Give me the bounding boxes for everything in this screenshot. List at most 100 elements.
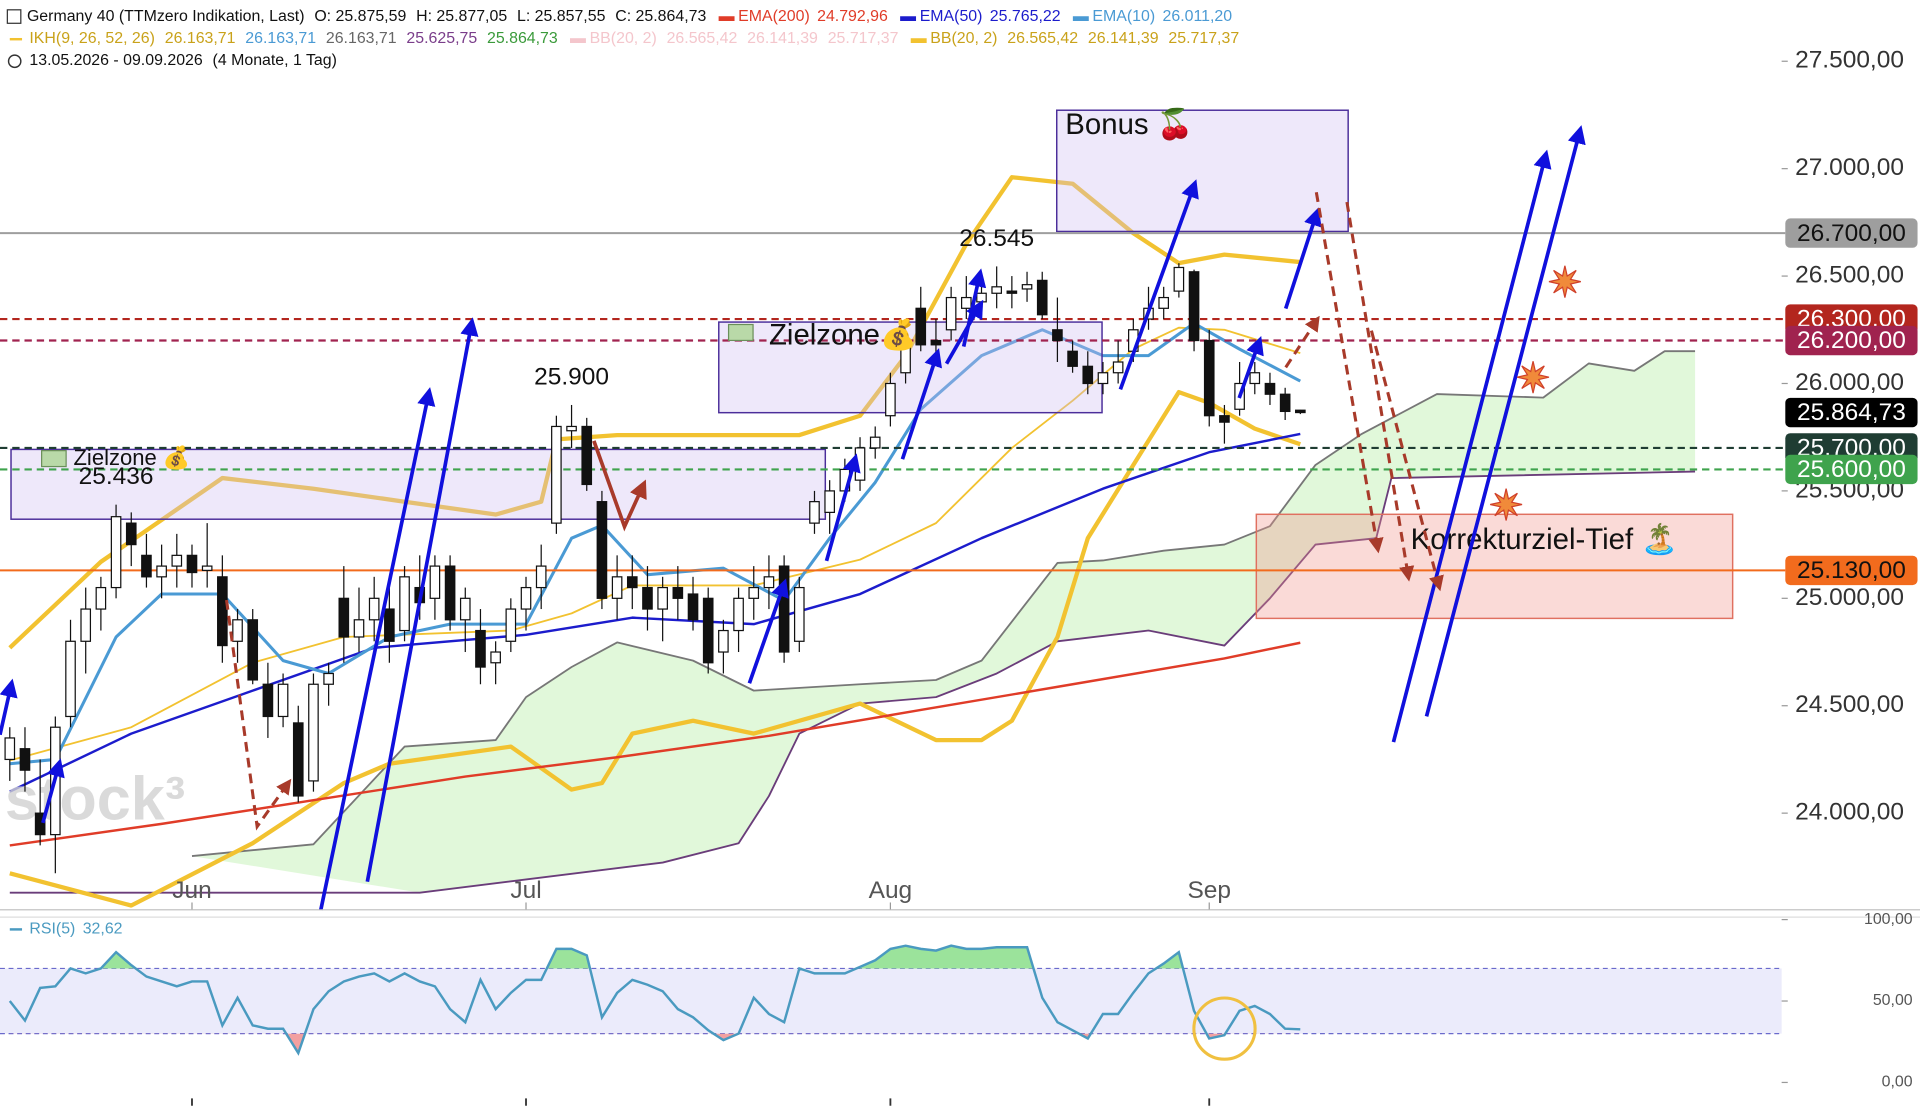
candle-body (976, 292, 987, 303)
quote-value: C: 25.864,73 (615, 8, 706, 25)
candle-body (900, 339, 911, 374)
quote-value: L: 25.857,55 (517, 8, 606, 25)
ema-line (9, 641, 1301, 847)
legend-value: 26.141,39 (747, 30, 818, 47)
burst-icon (1517, 361, 1550, 394)
level-label-bg (1785, 325, 1918, 356)
candle-body (718, 629, 729, 653)
legend-dash: ▬ (719, 8, 735, 25)
trend-arrow (1424, 125, 1586, 717)
candle-body (1173, 266, 1185, 292)
candle-body (65, 640, 76, 718)
candle-body (566, 425, 577, 432)
ichimoku-span-b (9, 470, 1696, 894)
rsi-tick-label: 0,00 (1882, 1074, 1913, 1091)
legend-value: 25.864,73 (487, 30, 558, 47)
burst-icon (1490, 488, 1523, 521)
candle-body (338, 597, 350, 638)
highlight-circle (1192, 996, 1257, 1061)
candle-body (505, 608, 517, 642)
legend-value: 24.792,96 (817, 8, 888, 25)
candle-body (960, 296, 972, 309)
zone-label: Bonus 🍒 (1065, 107, 1193, 142)
candle-body (535, 565, 547, 589)
legend-name: EMA(10) (1092, 8, 1155, 25)
trend-arrow (319, 387, 436, 911)
bollinger-lower (9, 389, 1301, 908)
high-label: 25.436 (79, 463, 154, 490)
rsi-band (0, 968, 1782, 1034)
high-label: 26.545 (959, 225, 1034, 252)
y-tick-label: 26.500,00 (1795, 262, 1904, 289)
candle-body (945, 296, 957, 331)
candle-body (110, 516, 122, 589)
candle-body (748, 586, 760, 599)
legend-name: BB(20, 2) (930, 30, 997, 47)
header-row: IKH(9, 26, 52, 26) 26.163,71 26.163,71 26.1… (29, 30, 1239, 47)
candle-body (1097, 372, 1109, 385)
zone-box (1056, 109, 1349, 233)
candle-body (1249, 372, 1261, 385)
candle-body (353, 619, 365, 638)
level-label-bg (1785, 555, 1918, 586)
y-tick-label: 27.000,00 (1795, 154, 1904, 181)
legend-value: 25.717,37 (1168, 30, 1239, 47)
candle-body (1219, 415, 1230, 423)
candle-body (1158, 296, 1170, 309)
trend-arrow (1283, 207, 1322, 310)
candle-body (34, 812, 46, 836)
candle-body (763, 576, 775, 589)
candle-body (1203, 339, 1215, 417)
legend-value: 25.765,22 (990, 8, 1061, 25)
legend-name: RSI(5) (29, 921, 75, 938)
legend-value: 26.163,71 (245, 30, 316, 47)
trend-arrow (1391, 149, 1552, 743)
x-tick-label: Jul (510, 877, 541, 904)
legend-value: 25.717,37 (828, 30, 899, 47)
legend-value: 26.565,42 (1007, 30, 1078, 47)
candle-body (277, 683, 289, 718)
legend-name: EMA(200) (738, 8, 810, 25)
candle-body (657, 586, 668, 610)
candle-body (459, 597, 471, 621)
candle-body (1036, 279, 1048, 316)
level-label-bg (1785, 397, 1918, 428)
candle-body (95, 586, 107, 610)
x-tick-label: Aug (869, 877, 913, 904)
candle-body (368, 597, 380, 621)
legend-value: 26.011,20 (1163, 8, 1233, 25)
period: (4 Monate, 1 Tag) (213, 52, 337, 69)
level-label: 25.130,00 (1797, 557, 1906, 584)
level-label: 26.200,00 (1797, 327, 1906, 354)
candle-body (642, 586, 653, 610)
trend-arrow (944, 299, 984, 365)
candle-body (581, 425, 593, 486)
candle-body (793, 586, 805, 642)
trend-arrow (824, 453, 861, 562)
quote-value: H: 25.877,05 (416, 8, 507, 25)
candle-body (217, 576, 228, 647)
legend-value: 26.565,42 (667, 30, 738, 47)
legend-dash: ▬ (900, 8, 916, 25)
dashed-arrow (1314, 192, 1384, 554)
zone-box (10, 448, 827, 520)
zone-box (1255, 513, 1734, 620)
trend-arrow (747, 578, 789, 684)
legend-value: 26.141,39 (1088, 30, 1159, 47)
rsi-tick-label: 100,00 (1864, 911, 1913, 928)
candle-body (869, 436, 881, 449)
watermark: stock³ (5, 764, 185, 832)
clock-icon (7, 54, 22, 69)
candle-body (4, 737, 16, 761)
zone-label: Zielzone 💰 (73, 445, 190, 471)
candle-body (201, 565, 213, 572)
trend-arrow (961, 268, 987, 347)
candle-body (596, 501, 608, 599)
candle-body (1082, 365, 1094, 385)
candle-body (323, 672, 334, 685)
candle-body (19, 748, 31, 771)
money-icon (727, 323, 754, 342)
high-label: 25.900 (534, 364, 609, 391)
level-label: 25.864,73 (1797, 399, 1906, 426)
